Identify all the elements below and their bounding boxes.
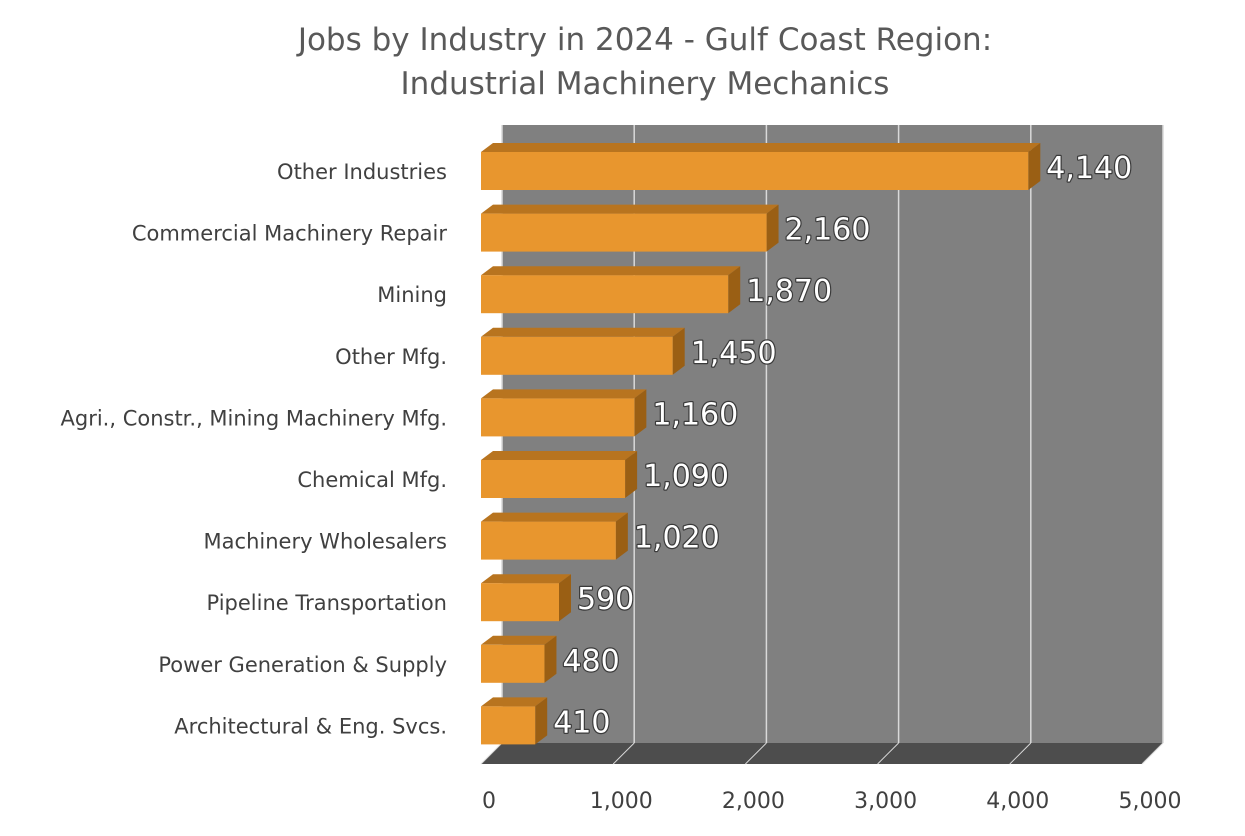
x-tick-label: 0 [482,789,496,814]
bar-side [535,697,548,745]
data-label: 1,090 [643,459,729,494]
floor-gridline [1141,742,1164,765]
bar-side [625,451,638,498]
bar-top [481,266,741,276]
category-label: Commercial Machinery Repair [132,222,448,246]
category-label: Machinery Wholesalers [204,530,447,554]
bar [481,398,635,437]
bar-side [766,204,779,252]
bar [481,706,536,745]
bar-side [615,512,628,560]
bar-side [634,389,647,437]
category-label: Agri., Constr., Mining Machinery Mfg. [61,406,448,430]
bar-side [544,635,557,683]
data-label: 1,450 [691,336,777,371]
bar-top [481,143,1041,152]
bar-top [481,574,571,584]
category-label: Architectural & Eng. Svcs. [174,714,447,738]
data-label: 590 [577,582,634,617]
chart-title: Jobs by Industry in 2024 - Gulf Coast Re… [0,18,1245,106]
bar [481,275,729,314]
bar-top [481,451,638,460]
bar-top [481,635,557,645]
bar [481,644,545,683]
bar-side [672,327,685,375]
data-label: 1,160 [652,397,738,432]
floor-gridline [612,742,635,765]
data-label: 1,020 [634,521,720,556]
bar [481,583,559,622]
bar-top [481,327,685,337]
category-label: Chemical Mfg. [297,468,447,492]
data-label: 4,140 [1046,151,1132,186]
floor-gridline [877,742,899,765]
plot-floor [481,743,1163,764]
bar [481,152,1029,190]
bar [481,460,626,498]
bar [481,336,673,375]
category-label: Power Generation & Supply [158,653,447,677]
category-label: Other Mfg. [335,345,447,369]
chart-title-line-2: Industrial Machinery Mechanics [400,66,890,102]
data-label: 410 [553,705,610,740]
bar-side [1028,143,1041,190]
bar-top [481,512,628,522]
x-tick-label: 4,000 [986,789,1049,814]
bar-side [728,266,741,314]
category-label: Mining [377,283,447,307]
floor-gridline [1009,742,1032,765]
bar [481,521,616,560]
chart-title-line-1: Jobs by Industry in 2024 - Gulf Coast Re… [297,22,993,58]
data-label: 480 [562,644,619,679]
floor-gridline [480,742,503,765]
bar-top [481,389,647,399]
bar-side [558,574,571,622]
bar-top [481,204,779,214]
x-tick-label: 2,000 [722,789,785,814]
bar-top [481,697,548,707]
category-label: Pipeline Transportation [207,591,448,615]
data-label: 1,870 [746,274,832,309]
x-tick-label: 3,000 [854,789,917,814]
data-label: 2,160 [785,213,871,248]
category-label: Other Industries [277,160,447,184]
x-tick-label: 5,000 [1119,789,1182,814]
floor-gridline [745,742,767,765]
bar [481,213,767,252]
x-tick-label: 1,000 [590,789,653,814]
